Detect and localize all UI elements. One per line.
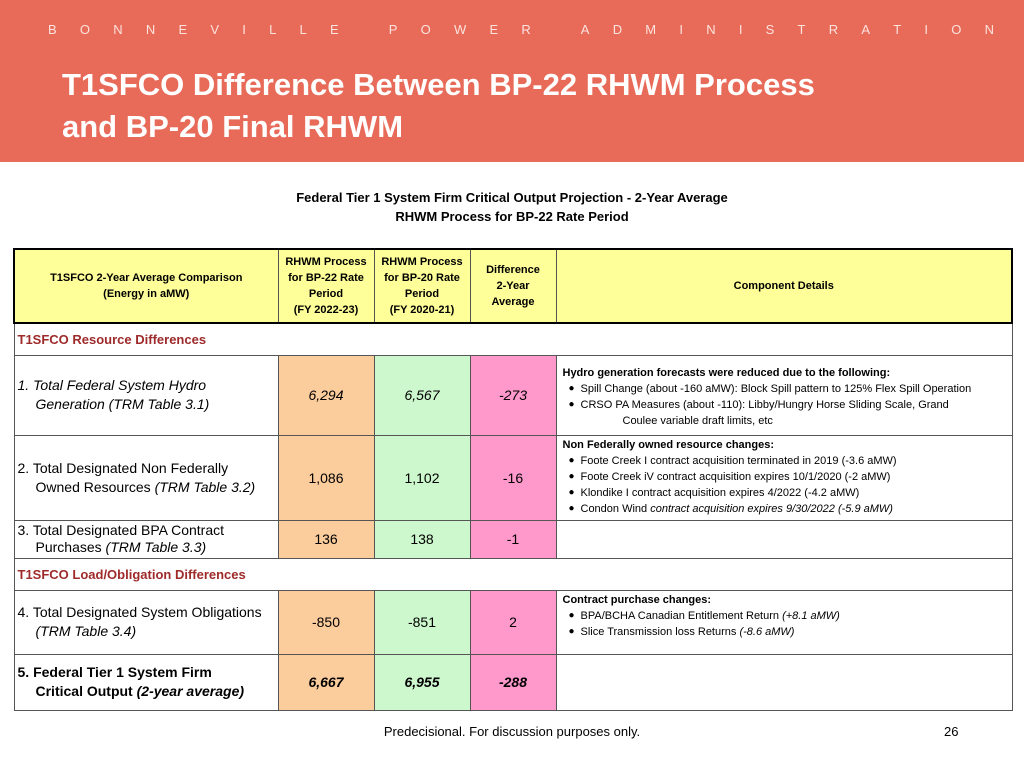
header-component-details: Component Details xyxy=(555,248,1013,324)
detail-item: Klondike I contract acquisition expires … xyxy=(563,485,1006,501)
org-letter: I xyxy=(738,22,743,37)
table-caption-line2: RHWM Process for BP-22 Rate Period xyxy=(395,209,629,224)
detail-item: Foote Creek I contract acquisition termi… xyxy=(563,453,1006,469)
header-bp22: RHWM Process for BP-22 Rate Period (FY 2… xyxy=(277,248,375,324)
row-label: 1. Total Federal System Hydro Generation… xyxy=(13,354,279,436)
org-letter: E xyxy=(178,22,188,37)
comparison-table: T1SFCO 2-Year Average Comparison (Energy… xyxy=(13,248,1013,711)
org-letter: B xyxy=(48,22,57,37)
header-bp20: RHWM Process for BP-20 Rate Period (FY 2… xyxy=(373,248,471,324)
org-letter: O xyxy=(79,22,91,37)
table-row-total: 5. Federal Tier 1 System Firm Critical O… xyxy=(13,653,1013,711)
cell-details: Contract purchase changes: BPA/BCHA Cana… xyxy=(555,589,1013,655)
detail-item: Slice Transmission loss Returns (-8.6 aM… xyxy=(563,624,1006,640)
org-letter: I xyxy=(679,22,683,37)
detail-item: Condon Wind contract acquisition expires… xyxy=(563,501,1006,517)
cell-details xyxy=(555,519,1013,559)
table-row-obligations: 4. Total Designated System Obligations (… xyxy=(13,589,1013,655)
org-letter: O xyxy=(951,22,962,37)
table-row-non-federal: 2. Total Designated Non Federally Owned … xyxy=(13,434,1013,521)
table-row-bpa-contract: 3. Total Designated BPA Contract Purchas… xyxy=(13,519,1013,559)
cell-bp20: 1,102 xyxy=(373,434,471,521)
header-difference: Difference 2-Year Average xyxy=(469,248,557,324)
header-banner: B O N N E V I L L E P O W E R A D M I N I S T R A T I O N T1SFCO D… xyxy=(0,0,1024,162)
table-header-row: T1SFCO 2-Year Average Comparison (Energy… xyxy=(13,248,1013,324)
org-letter: E xyxy=(489,22,499,37)
org-letter: R xyxy=(828,22,839,37)
cell-bp22: -850 xyxy=(277,589,375,655)
row-label: 5. Federal Tier 1 System Firm Critical O… xyxy=(13,653,279,711)
cell-bp20: 138 xyxy=(373,519,471,559)
cell-bp22: 6,294 xyxy=(277,354,375,436)
org-letter: A xyxy=(580,22,590,37)
org-letter: N xyxy=(113,22,123,37)
org-letter: T xyxy=(893,22,902,37)
page-title-line1: T1SFCO Difference Between BP-22 RHWM Pro… xyxy=(62,67,815,102)
cell-bp22: 136 xyxy=(277,519,375,559)
org-letter: N xyxy=(145,22,156,37)
org-letter: A xyxy=(861,22,870,37)
org-letter: M xyxy=(645,22,657,37)
table-row-hydro: 1. Total Federal System Hydro Generation… xyxy=(13,354,1013,436)
org-letter xyxy=(362,22,366,37)
org-letter: I xyxy=(924,22,929,37)
org-letter: L xyxy=(269,22,277,37)
cell-difference: -16 xyxy=(469,434,557,521)
org-letter: E xyxy=(329,22,339,37)
row-label: 4. Total Designated System Obligations (… xyxy=(13,589,279,655)
cell-bp20: 6,567 xyxy=(373,354,471,436)
cell-bp22: 1,086 xyxy=(277,434,375,521)
page-title-line2: and BP-20 Final RHWM xyxy=(62,109,404,144)
detail-item: CRSO PA Measures (about -110): Libby/Hun… xyxy=(563,397,1006,413)
cell-bp20: 6,955 xyxy=(373,653,471,711)
section-row-resource: T1SFCO Resource Differences xyxy=(13,322,1013,356)
section-title-resource: T1SFCO Resource Differences xyxy=(13,322,1013,356)
org-letter: T xyxy=(797,22,806,37)
cell-difference: -1 xyxy=(469,519,557,559)
detail-item: BPA/BCHA Canadian Entitlement Return (+8… xyxy=(563,608,1006,624)
org-letter: S xyxy=(765,22,775,37)
cell-details: Non Federally owned resource changes: Fo… xyxy=(555,434,1013,521)
page-number: 26 xyxy=(944,724,959,739)
detail-item: Foote Creek iV contract acquisition expi… xyxy=(563,469,1006,485)
section-title-load: T1SFCO Load/Obligation Differences xyxy=(13,557,1013,591)
org-letter: I xyxy=(242,22,246,37)
cell-details xyxy=(555,653,1013,711)
cell-bp22: 6,667 xyxy=(277,653,375,711)
detail-item: Spill Change (about -160 aMW): Block Spi… xyxy=(563,381,1006,397)
table-caption: Federal Tier 1 System Firm Critical Outp… xyxy=(0,188,1024,226)
org-letter: V xyxy=(210,22,220,37)
cell-details: Hydro generation forecasts were reduced … xyxy=(555,354,1013,436)
page-title: T1SFCO Difference Between BP-22 RHWM Pro… xyxy=(62,64,962,148)
row-label: 2. Total Designated Non Federally Owned … xyxy=(13,434,279,521)
header-comparison: T1SFCO 2-Year Average Comparison (Energy… xyxy=(13,248,279,324)
org-letter: R xyxy=(521,22,531,37)
org-letter: P xyxy=(388,22,398,37)
cell-difference: -288 xyxy=(469,653,557,711)
org-letter: L xyxy=(299,22,307,37)
table-caption-line1: Federal Tier 1 System Firm Critical Outp… xyxy=(296,190,728,205)
cell-difference: 2 xyxy=(469,589,557,655)
section-row-load: T1SFCO Load/Obligation Differences xyxy=(13,557,1013,591)
row-label: 3. Total Designated BPA Contract Purchas… xyxy=(13,519,279,559)
org-letter: N xyxy=(706,22,716,37)
org-letter: W xyxy=(453,22,467,37)
org-letter xyxy=(554,22,558,37)
cell-difference: -273 xyxy=(469,354,557,436)
org-letter: D xyxy=(612,22,623,37)
cell-bp20: -851 xyxy=(373,589,471,655)
org-letter: O xyxy=(420,22,431,37)
footer-disclaimer: Predecisional. For discussion purposes o… xyxy=(383,724,641,739)
org-letter: N xyxy=(984,22,994,37)
